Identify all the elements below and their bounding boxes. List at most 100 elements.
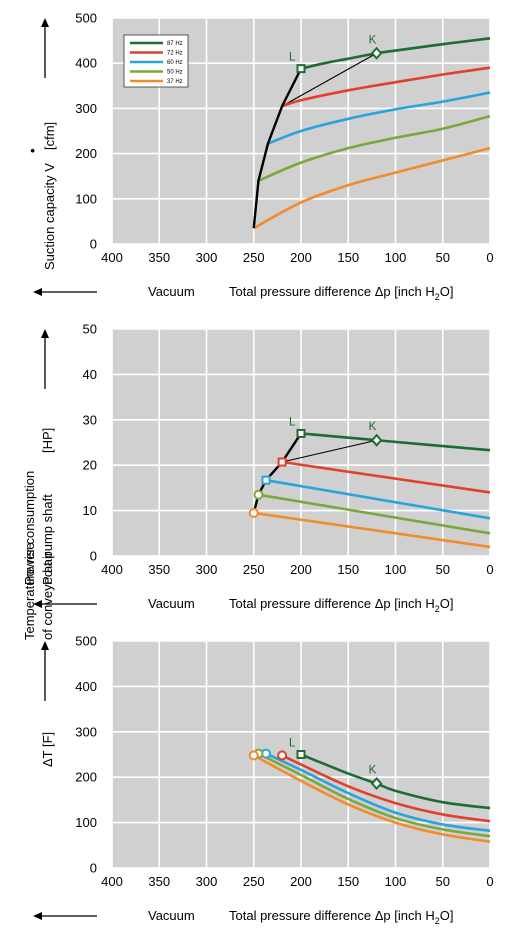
marker-circle <box>253 489 264 500</box>
x-tick-label: 50 <box>436 562 450 577</box>
x-axis-label: Total pressure difference Δp [inch H2O] <box>229 908 453 926</box>
y-axis-label-line2: P at pump shaft <box>40 494 55 585</box>
chart-panel-3: 400 350 300 250 200 150 100 50 00100200300400500… <box>22 542 494 926</box>
y-axis-arrow <box>41 18 49 78</box>
x-tick-label: 350 <box>148 874 170 889</box>
x-tick-label: 100 <box>385 562 407 577</box>
marker-square <box>296 428 306 438</box>
marker-square <box>261 475 271 485</box>
marker-diamond <box>370 433 383 447</box>
x-tick-label: 200 <box>290 874 312 889</box>
marker-diamond <box>370 46 383 60</box>
x-tick-label: 400 <box>101 562 123 577</box>
x-axis-arrow <box>33 288 97 296</box>
point-label-L: L <box>289 416 296 428</box>
point-label-K: K <box>369 421 377 433</box>
series-line-50-hz <box>257 114 491 182</box>
series-line-60-hz <box>267 91 491 145</box>
legend-label: 50 Hz <box>167 70 183 76</box>
y-tick-label: 100 <box>75 191 97 206</box>
x-axis-label: Total pressure difference Δp [inch H2O] <box>229 596 453 614</box>
y-axis-unit: [HP] <box>40 428 55 453</box>
gridlines <box>111 640 491 869</box>
y-tick-label: 10 <box>83 503 97 518</box>
y-tick-label: 30 <box>83 412 97 427</box>
series-line-60-hz <box>265 752 491 833</box>
vacuum-label: Vacuum <box>148 596 195 611</box>
x-tick-label: 100 <box>385 874 407 889</box>
x-axis-label: Total pressure difference Δp [inch H2O] <box>229 284 453 302</box>
y-tick-label: 200 <box>75 770 97 785</box>
x-tick-label: 50 <box>436 250 450 265</box>
series-line-60-hz <box>265 478 491 520</box>
y-tick-label: 200 <box>75 146 97 161</box>
vacuum-label: Vacuum <box>148 284 195 299</box>
y-axis-label-line2: of conveyed air <box>40 551 55 640</box>
y-tick-label: 0 <box>90 861 97 876</box>
x-tick-label: 0 <box>486 874 493 889</box>
legend: 87 Hz 72 Hz 60 Hz 50 Hz 37 Hz <box>123 34 189 88</box>
y-axis-label-line1: Power consumption <box>22 471 37 585</box>
legend-label: 87 Hz <box>167 41 183 47</box>
y-axis-label: Suction capacity V <box>42 163 57 270</box>
x-tick-label: 350 <box>148 250 170 265</box>
series-line-37-hz <box>253 511 491 549</box>
legend-label: 37 Hz <box>167 79 183 85</box>
series-line-37-hz <box>253 754 491 843</box>
y-tick-label: 500 <box>75 11 97 26</box>
y-axis-arrow <box>41 329 49 389</box>
marker-diamond <box>370 777 383 791</box>
x-tick-label: 0 <box>486 562 493 577</box>
marker-circle <box>248 507 259 518</box>
marker-square <box>296 64 306 74</box>
y-tick-label: 20 <box>83 458 97 473</box>
operating-limit-line <box>252 68 303 229</box>
x-tick-label: 400 <box>101 874 123 889</box>
legend-label: 60 Hz <box>167 60 183 66</box>
series-line-37-hz <box>253 146 491 230</box>
marker-square <box>296 750 306 759</box>
x-tick-label: 150 <box>337 562 359 577</box>
legend-label: 72 Hz <box>167 51 183 57</box>
y-tick-label: 400 <box>75 679 97 694</box>
marker-circle <box>277 750 288 761</box>
x-tick-label: 250 <box>243 250 265 265</box>
y-tick-label: 0 <box>90 549 97 564</box>
connector-line <box>281 439 377 463</box>
connector-line <box>281 52 377 107</box>
y-tick-label: 500 <box>75 634 97 649</box>
y-tick-label: 50 <box>83 322 97 337</box>
x-tick-label: 300 <box>196 874 218 889</box>
y-axis-unit: [cfm] <box>42 122 57 150</box>
chart-panel-2: 400 350 300 250 200 150 100 50 0 0 10 20 30 40 50 L K Vac… <box>22 322 494 615</box>
vacuum-label: Vacuum <box>148 908 195 923</box>
y-tick-label: 40 <box>83 367 97 382</box>
y-axis-arrow <box>41 641 49 701</box>
series-line-50-hz <box>258 493 491 535</box>
x-tick-label: 250 <box>243 562 265 577</box>
point-label-L: L <box>289 738 296 750</box>
x-tick-label: 300 <box>196 250 218 265</box>
y-tick-label: 300 <box>75 101 97 116</box>
chart-panel-1: 400 350 300 250 200 150 100 50 00100200300400500… <box>25 11 494 303</box>
gridlines <box>111 17 491 245</box>
x-tick-label: 50 <box>436 874 450 889</box>
series-line-72-hz <box>281 754 491 823</box>
x-tick-label: 100 <box>385 250 407 265</box>
y-tick-label: 300 <box>75 724 97 739</box>
y-tick-label: 400 <box>75 56 97 71</box>
series-line-72-hz <box>281 66 491 108</box>
x-tick-label: 300 <box>196 562 218 577</box>
y-axis-label-line1: Temperature rise <box>22 542 37 640</box>
x-tick-label: 350 <box>148 562 170 577</box>
series-line-50-hz <box>257 752 491 838</box>
y-tick-label: 100 <box>75 815 97 830</box>
marker-square <box>277 457 287 467</box>
x-tick-label: 200 <box>290 250 312 265</box>
x-axis-arrow <box>33 600 97 608</box>
point-label-K: K <box>369 34 377 46</box>
x-tick-label: 400 <box>101 250 123 265</box>
point-label-L: L <box>289 52 296 64</box>
x-tick-label: 150 <box>337 250 359 265</box>
